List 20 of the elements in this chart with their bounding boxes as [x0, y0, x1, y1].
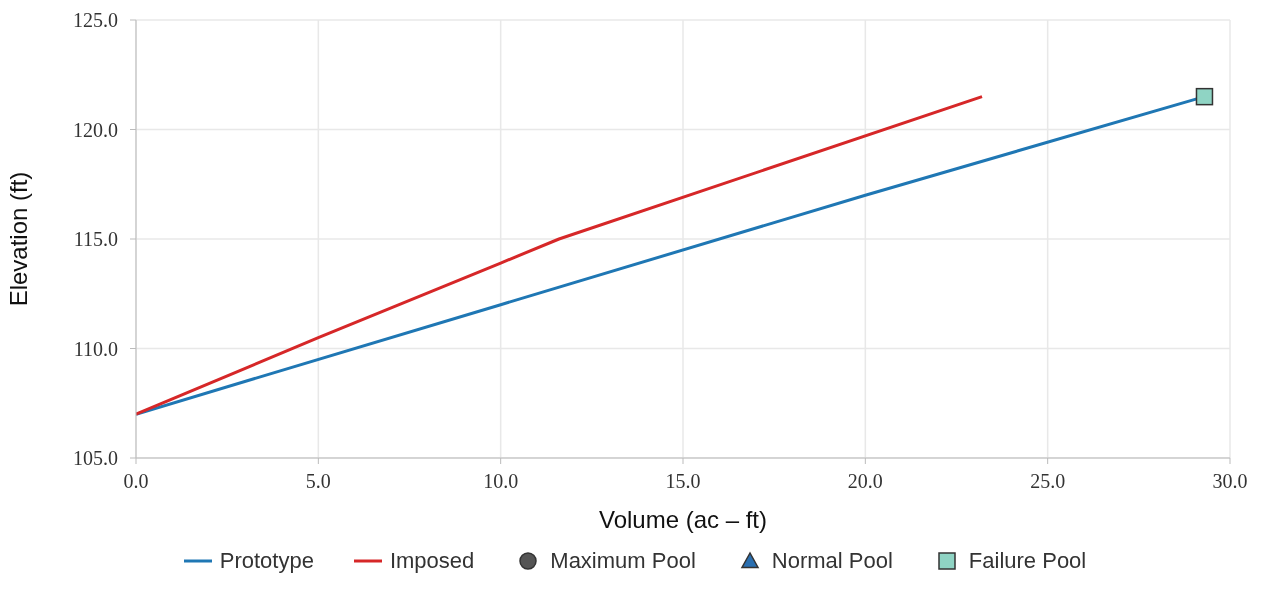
y-tick-label: 110.0 [73, 337, 118, 360]
x-tick-label: 5.0 [305, 470, 331, 493]
y-tick-label: 120.0 [73, 118, 118, 141]
line-series [136, 95, 984, 416]
x-tick-label: 15.0 [665, 470, 701, 493]
x-tick-label: 25.0 [1030, 470, 1066, 493]
y-axis-title: Elevation (ft) [4, 171, 32, 307]
y-tick-label: 115.0 [73, 228, 118, 251]
y-tick-label: 105.0 [73, 447, 118, 470]
legend-label: Imposed [389, 548, 475, 574]
y-tick-label: 125.0 [73, 9, 118, 32]
x-tick-label: 0.0 [123, 470, 149, 493]
legend-label: Prototype [219, 548, 314, 574]
legend-label: Failure Pool [968, 548, 1087, 574]
x-tick-label: 20.0 [847, 470, 883, 493]
legend-label: Normal Pool [771, 548, 893, 574]
legend-label: Maximum Pool [550, 548, 696, 574]
x-tick-label: 30.0 [1212, 470, 1248, 493]
x-tick-label: 10.0 [483, 470, 519, 493]
x-axis-title: Volume (ac – ft) [598, 506, 768, 533]
